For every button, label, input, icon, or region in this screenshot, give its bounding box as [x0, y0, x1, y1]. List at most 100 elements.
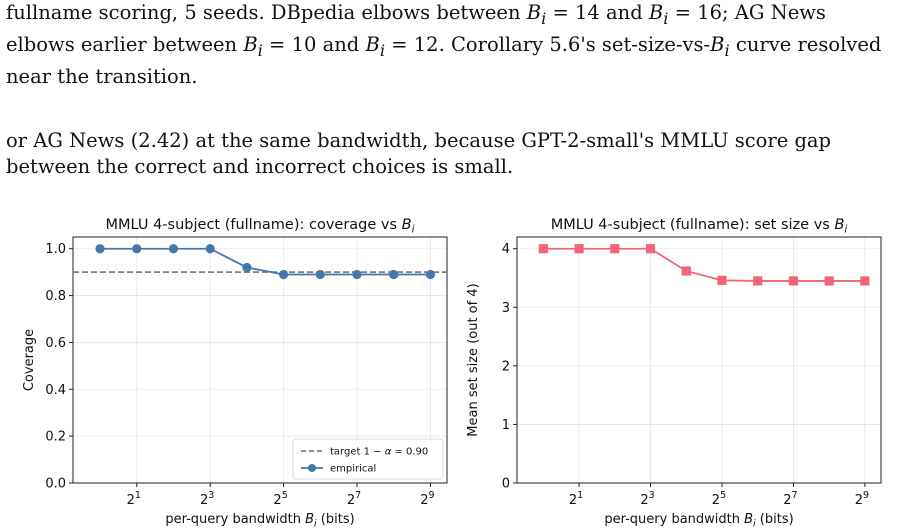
y-tick-label: 2 [502, 359, 510, 374]
label-text: (bits) [756, 512, 794, 527]
legend-label-target: target 1 − α = 0.90 [330, 447, 428, 458]
y-tick-label: 3 [502, 301, 510, 316]
axes-frame [72, 236, 448, 484]
data-point [425, 269, 436, 280]
data-point [681, 266, 691, 276]
y-tick-label: 0 [502, 477, 510, 492]
x-tick-exponent: 5 [720, 490, 726, 501]
y-axis-label: Mean set size (out of 4) [466, 283, 481, 436]
x-tick-exponent: 1 [577, 490, 583, 501]
label-text: per-query bandwidth [604, 512, 744, 527]
x-tick-base: 2 [855, 493, 863, 508]
label-sub: i [844, 224, 847, 236]
series-line [100, 247, 431, 276]
x-tick-base: 2 [712, 493, 720, 508]
x-tick-label: 21 [127, 490, 141, 508]
data-point [538, 244, 548, 254]
x-tick-base: 2 [200, 493, 208, 508]
chart-title: MMLU 4-subject (fullname): set size vs B… [551, 217, 848, 236]
text-line: or AG News (2.42) at the same bandwidth,… [6, 129, 832, 152]
data-point [610, 244, 620, 254]
y-axis-label: Coverage [22, 329, 37, 391]
y-tick-label: 1 [502, 418, 510, 433]
data-point [95, 244, 105, 254]
data-point [645, 244, 656, 254]
x-tick-label: 25 [712, 490, 726, 508]
data-point [860, 276, 870, 286]
x-tick-base: 2 [420, 493, 428, 508]
paragraph-body: or AG News (2.42) at the same bandwidth,… [6, 128, 909, 180]
x-tick-base: 2 [640, 493, 648, 508]
data-point [168, 244, 179, 254]
legend-text-alpha: α [385, 447, 392, 458]
y-tick-label: 0.4 [45, 383, 66, 398]
x-tick-exponent: 7 [792, 490, 798, 501]
data-point [132, 244, 142, 254]
x-tick-label: 27 [347, 490, 361, 508]
x-tick-label: 21 [569, 490, 583, 508]
data-point [788, 276, 799, 286]
label-text: MMLU 4-subject (fullname): coverage vs [105, 217, 401, 233]
label-sub: i [314, 518, 317, 529]
y-tick-label: 0.2 [45, 430, 66, 445]
x-tick-exponent: 1 [135, 490, 141, 501]
y-tick-label: 0.8 [45, 289, 66, 304]
x-tick-label: 29 [420, 490, 434, 508]
data-point [717, 275, 727, 285]
data-point [278, 269, 289, 280]
label-text: per-query bandwidth [165, 512, 305, 527]
x-tick-label: 23 [640, 490, 654, 508]
x-tick-exponent: 3 [649, 490, 655, 501]
text-line: elbows earlier between Bi = 10 and Bi = … [6, 32, 882, 60]
legend-box [292, 438, 444, 480]
label-var: B [402, 217, 412, 233]
y-tick-label: 0.0 [45, 477, 66, 492]
x-tick-label: 29 [855, 490, 869, 508]
data-point [242, 262, 252, 273]
y-tick-label: 1.0 [45, 242, 66, 257]
y-tick-label: 0.6 [45, 336, 66, 351]
data-point [824, 276, 834, 286]
label-var: B [834, 217, 844, 233]
x-tick-exponent: 7 [355, 490, 361, 501]
legend-swatch-empirical-marker [308, 464, 316, 472]
label-text: MMLU 4-subject (fullname): set size vs [551, 217, 835, 233]
x-tick-base: 2 [783, 493, 791, 508]
y-tick-label: 4 [502, 242, 510, 257]
label-sub: i [412, 224, 415, 236]
chart-title: MMLU 4-subject (fullname): coverage vs B… [105, 217, 414, 236]
x-tick-exponent: 5 [282, 490, 288, 501]
legend-text: = 0.90 [391, 447, 428, 458]
series-line [543, 247, 865, 282]
x-tick-exponent: 9 [429, 490, 435, 501]
label-sub: i [753, 518, 756, 529]
text-line: near the transition. [6, 64, 198, 88]
x-tick-base: 2 [569, 493, 577, 508]
x-tick-exponent: 9 [863, 490, 869, 501]
axes-frame [516, 236, 882, 484]
paragraph-figure-caption-tail: fullname scoring, 5 seeds. DBpedia elbow… [6, 0, 909, 90]
x-tick-base: 2 [127, 493, 135, 508]
x-axis-label: per-query bandwidth Bi (bits) [165, 512, 354, 529]
x-tick-label: 23 [200, 490, 214, 508]
x-tick-label: 27 [783, 490, 797, 508]
data-point [352, 269, 362, 280]
label-var: B [305, 512, 314, 527]
legend-text: target 1 − [330, 447, 385, 458]
x-axis-label: per-query bandwidth Bi (bits) [604, 512, 793, 529]
x-tick-base: 2 [273, 493, 281, 508]
text-line: between the correct and incorrect choice… [6, 155, 514, 178]
x-tick-base: 2 [347, 493, 355, 508]
data-point [205, 244, 215, 254]
data-point [315, 269, 325, 280]
label-text: (bits) [317, 512, 355, 527]
legend-label-empirical: empirical [330, 464, 376, 475]
text-line: fullname scoring, 5 seeds. DBpedia elbow… [6, 1, 826, 28]
data-point [574, 244, 584, 254]
data-point [753, 276, 763, 286]
x-tick-label: 25 [273, 490, 287, 508]
data-point [389, 269, 399, 280]
